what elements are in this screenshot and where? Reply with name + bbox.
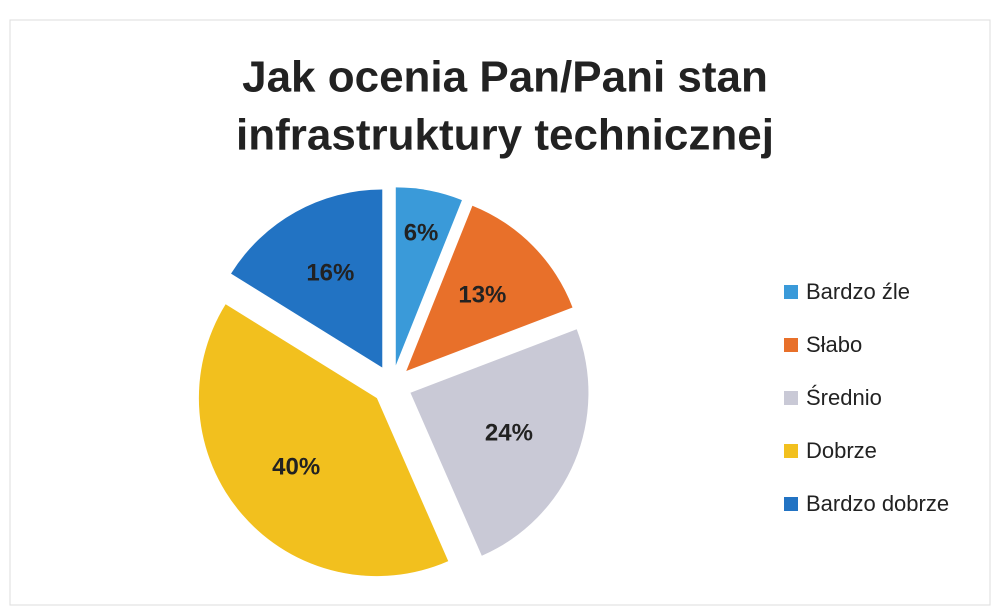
data-label: 16% <box>306 260 354 287</box>
data-label: 40% <box>272 453 320 480</box>
chart-title: Jak ocenia Pan/Pani stan <box>242 53 768 102</box>
data-label: 24% <box>485 419 533 446</box>
legend-label: Średnio <box>806 385 882 410</box>
data-label: 6% <box>404 220 439 247</box>
legend-label: Dobrze <box>806 438 877 463</box>
pie-slice <box>406 205 573 371</box>
legend-swatch <box>784 285 798 299</box>
legend-label: Bardzo dobrze <box>806 491 949 516</box>
legend-label: Słabo <box>806 332 862 357</box>
pie-slice <box>395 187 462 366</box>
legend-swatch <box>784 497 798 511</box>
legend-swatch <box>784 391 798 405</box>
legend-label: Bardzo źle <box>806 279 910 304</box>
data-label: 13% <box>458 281 506 308</box>
pie-slice <box>231 189 383 368</box>
pie-slice <box>410 329 589 556</box>
legend-swatch <box>784 444 798 458</box>
legend-swatch <box>784 338 798 352</box>
chart-title: infrastruktury technicznej <box>236 111 774 160</box>
pie-slice <box>198 304 449 577</box>
